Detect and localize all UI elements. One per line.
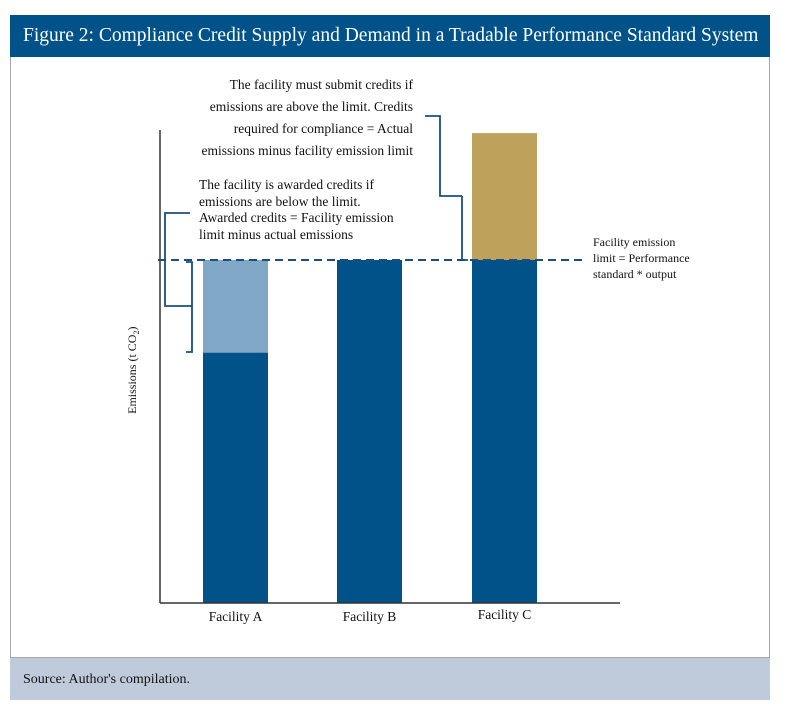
- actual-emissions-bar: [203, 352, 268, 603]
- annotation-line: emissions minus facility emission limit: [201, 143, 414, 158]
- actual-emissions-bar: [472, 260, 537, 603]
- annotation-line: limit minus actual emissions: [199, 226, 354, 242]
- source-note: Source: Author's compilation.: [10, 658, 770, 700]
- annotation-line: required for compliance = Actual: [233, 121, 413, 136]
- awarded-bracket-outer: [164, 212, 192, 307]
- submit-bracket-outer: [425, 115, 462, 197]
- category-label: Facility C: [478, 607, 532, 622]
- annotation-line: Facility emission: [593, 235, 676, 249]
- limit-annotation: Facility emission limit = Performance st…: [593, 234, 690, 282]
- actual-emissions-bar: [337, 260, 402, 603]
- annotation-line: standard * output: [593, 267, 677, 281]
- y-axis-label: Emissions (t CO2): [125, 322, 141, 418]
- submit-bracket-inner: [461, 196, 468, 261]
- awarded-bracket-inner: [186, 261, 193, 353]
- awarded-annotation: The facility is awarded credits if emiss…: [199, 177, 394, 243]
- annotation-line: emissions are below the limit.: [199, 193, 361, 209]
- annotation-line: The facility is awarded credits if: [199, 177, 375, 192]
- awarded-credits-bar: [203, 260, 268, 353]
- figure-frame: [10, 57, 770, 658]
- required-credits-bar: [472, 133, 537, 260]
- category-label: Facility A: [209, 609, 263, 624]
- category-label: Facility B: [343, 609, 397, 624]
- figure-title: Figure 2: Compliance Credit Supply and D…: [10, 15, 770, 57]
- annotation-line: limit = Performance: [593, 251, 690, 265]
- y-label-text: Emissions (t CO: [124, 334, 139, 414]
- submit-annotation: The facility must submit credits if emis…: [200, 74, 414, 162]
- y-label-close: ): [124, 326, 139, 331]
- annotation-line: emissions are above the limit. Credits: [209, 99, 413, 114]
- annotation-line: Awarded credits = Facility emission: [199, 210, 394, 225]
- y-label-subscript: 2: [132, 330, 142, 335]
- annotation-line: The facility must submit credits if: [229, 77, 413, 92]
